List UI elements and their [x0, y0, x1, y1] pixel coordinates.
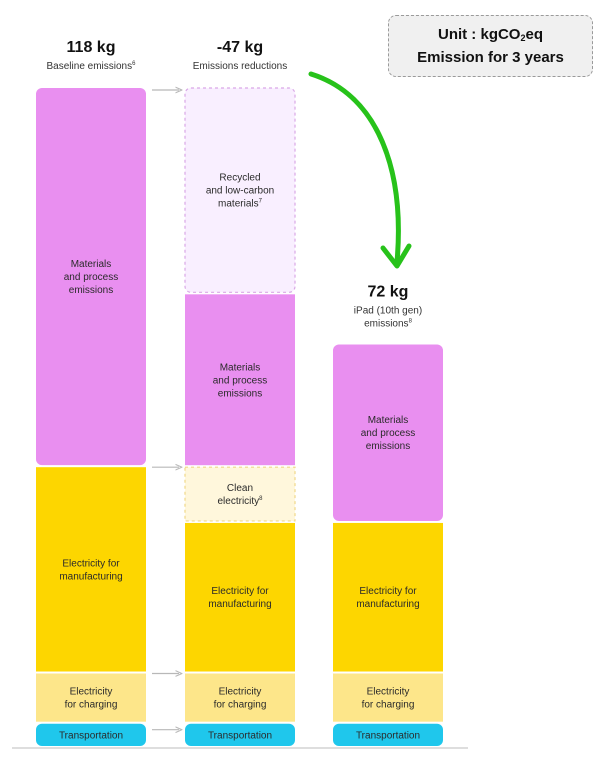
column-label: Baseline emissions6 — [47, 61, 137, 72]
segment-label-clean_electricity: Clean — [227, 483, 253, 494]
segment-label-transportation: Transportation — [59, 730, 123, 741]
reduction-arrow — [308, 71, 401, 265]
segment-label-recycled: materials7 — [218, 199, 263, 210]
unit-note: Unit : kgCO2eq Emission for 3 years — [388, 15, 593, 77]
segment-label-materials: Materials — [368, 415, 409, 426]
segment-label-recycled: and low-carbon — [206, 186, 274, 197]
column-label: iPad (10th gen) — [354, 306, 422, 317]
segment-label-clean_electricity: electricity8 — [217, 496, 263, 507]
segment-label-materials: emissions — [69, 285, 113, 296]
bar-segment-electricity_manufacturing — [36, 467, 146, 672]
segment-label-electricity_charging: for charging — [65, 700, 118, 711]
segment-label-materials: emissions — [218, 388, 262, 399]
segment-label-transportation: Transportation — [356, 730, 420, 741]
bar-segment-transportation — [333, 723, 443, 746]
column-total: 118 kg — [67, 39, 116, 56]
segment-label-electricity_charging: Electricity — [367, 687, 410, 698]
bar-segment-electricity_charging — [36, 673, 146, 722]
segment-label-electricity_charging: for charging — [214, 700, 267, 711]
bar-segment-transportation — [185, 723, 295, 746]
segment-label-electricity_manufacturing: manufacturing — [59, 571, 122, 582]
column-total: -47 kg — [217, 39, 263, 56]
segment-label-electricity_charging: for charging — [362, 700, 415, 711]
unit-line: Unit : kgCO2eq — [437, 25, 544, 43]
bar-segment-transportation — [36, 723, 146, 746]
segment-label-electricity_manufacturing: manufacturing — [356, 599, 419, 610]
segment-label-materials: Materials — [71, 259, 112, 270]
bar-segment-materials — [36, 88, 146, 466]
segment-label-electricity_charging: Electricity — [219, 687, 262, 698]
bar-segment-electricity_charging — [333, 673, 443, 722]
bar-segment-electricity_charging — [185, 673, 295, 722]
segment-label-materials: and process — [361, 428, 415, 439]
segment-label-materials: and process — [213, 375, 267, 386]
segment-label-electricity_manufacturing: Electricity for — [62, 558, 120, 569]
segment-label-materials: Materials — [220, 362, 261, 373]
segment-label-electricity_manufacturing: manufacturing — [208, 599, 271, 610]
column-label-2: emissions8 — [364, 319, 412, 330]
segment-label-materials: emissions — [366, 441, 410, 452]
segment-label-electricity_manufacturing: Electricity for — [211, 586, 269, 597]
bar-segment-clean_electricity — [184, 466, 296, 522]
bar-segment-materials — [333, 344, 443, 521]
column-total: 72 kg — [368, 284, 409, 301]
segment-label-materials: and process — [64, 272, 118, 283]
segment-label-recycled: Recycled — [219, 173, 260, 184]
bar-segment-electricity_manufacturing — [333, 522, 443, 672]
bar-segment-materials — [185, 294, 295, 466]
column-label: Emissions reductions — [193, 61, 287, 72]
segment-label-transportation: Transportation — [208, 730, 272, 741]
period-line: Emission for 3 years — [417, 48, 564, 66]
segment-label-electricity_manufacturing: Electricity for — [359, 586, 417, 597]
segment-label-electricity_charging: Electricity — [70, 687, 113, 698]
bar-segment-electricity_manufacturing — [185, 522, 295, 672]
bar-segment-recycled — [184, 87, 296, 293]
reduction-arrowhead — [380, 243, 412, 269]
